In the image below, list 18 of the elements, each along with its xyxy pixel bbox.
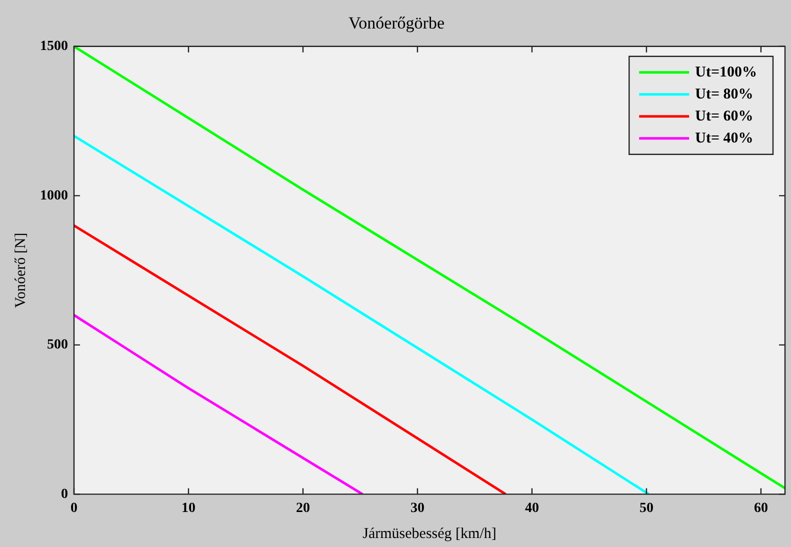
y-tick-label: 1500 [40, 39, 68, 54]
x-tick-label: 60 [754, 501, 768, 516]
x-tick-label: 40 [524, 501, 539, 516]
x-tick-label: 50 [639, 501, 654, 516]
x-tick-label: 10 [181, 501, 196, 516]
x-tick-label: 30 [410, 501, 424, 516]
legend-label: Ut=100% [695, 64, 757, 80]
legend-label: Ut= 40% [695, 130, 754, 146]
y-tick-label: 1000 [40, 188, 68, 204]
legend-label: Ut= 80% [695, 86, 754, 102]
x-tick-label: 20 [296, 501, 310, 516]
chart-title: Vonóerőgörbe [348, 14, 444, 33]
x-tick-label: 0 [70, 501, 78, 516]
y-tick-label: 0 [61, 486, 68, 502]
y-tick-label: 500 [47, 338, 68, 353]
x-axis-title: Jármüsebesség [km/h] [362, 526, 496, 542]
legend-label: Ut= 60% [695, 108, 754, 124]
y-axis-title: Vonóerő [N] [12, 232, 29, 308]
